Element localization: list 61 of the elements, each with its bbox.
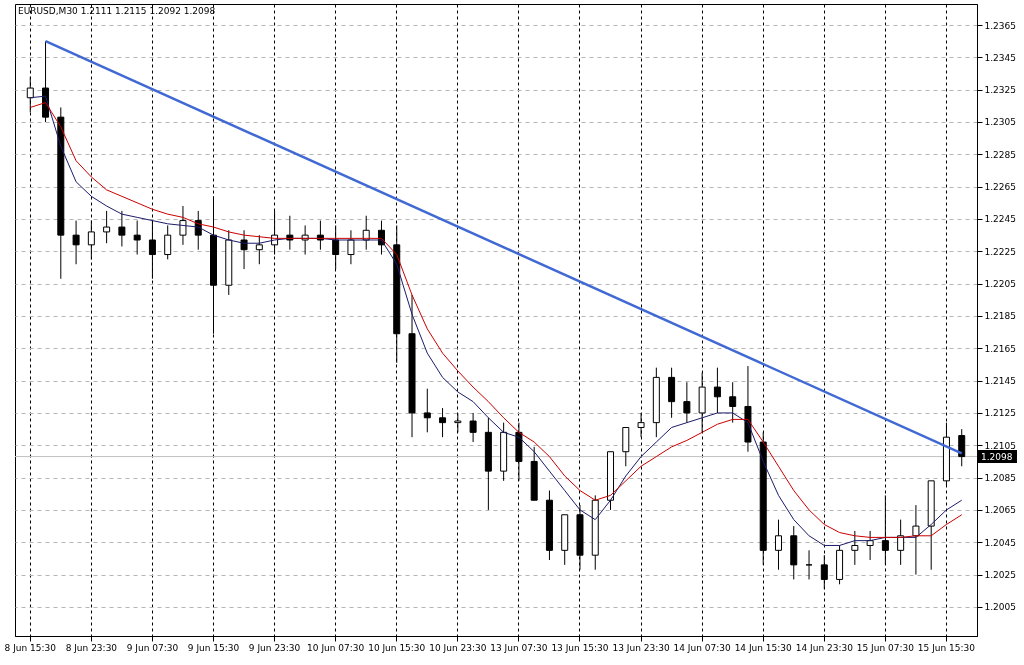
candlestick (713, 367, 721, 414)
y-tick-label: 1.2005 (984, 602, 1016, 613)
candlestick (240, 229, 248, 270)
y-tick-label: 1.2045 (984, 537, 1016, 548)
y-tick-label: 1.2125 (984, 408, 1016, 419)
x-tick-label: 9 Jun 07:30 (126, 642, 179, 653)
y-tick-label: 1.2325 (984, 85, 1016, 96)
candlestick (912, 504, 920, 576)
x-tick-label: 14 Jun 15:30 (734, 642, 793, 653)
x-tick-label: 14 Jun 23:30 (795, 642, 854, 653)
candlestick (774, 519, 782, 571)
candlestick (729, 381, 737, 424)
y-tick-label: 1.2225 (984, 246, 1016, 257)
candlestick (683, 381, 691, 424)
candlestick (439, 407, 447, 438)
x-tick-label: 10 Jun 23:30 (429, 642, 487, 653)
x-tick-label: 14 Jun 07:30 (673, 642, 731, 653)
chart-title: EURUSD,M30 1.2111 1.2115 1.2092 1.2098 (18, 6, 216, 16)
candlestick (423, 388, 431, 433)
candlestick (118, 210, 126, 247)
y-tick-label: 1.2205 (984, 279, 1016, 290)
candlestick (897, 519, 905, 566)
candlestick (179, 205, 187, 246)
x-tick-label: 15 Jun 15:30 (917, 642, 976, 653)
x-tick-label: 13 Jun 07:30 (490, 642, 548, 653)
candlestick (164, 224, 172, 260)
candlestick (286, 215, 294, 251)
x-tick-label: 9 Jun 23:30 (248, 642, 301, 653)
y-tick-label: 1.2065 (984, 505, 1016, 516)
x-tick-label: 10 Jun 15:30 (368, 642, 426, 653)
y-tick-label: 1.2025 (984, 570, 1016, 581)
candlestick (103, 210, 111, 244)
y-tick-label: 1.2165 (984, 343, 1016, 354)
candlestick (958, 428, 966, 467)
y-tick-label: 1.2365 (984, 20, 1016, 31)
x-tick-label: 13 Jun 23:30 (612, 642, 670, 653)
x-tick-label: 10 Jun 07:30 (307, 642, 365, 653)
y-tick-label: 1.2145 (984, 376, 1016, 387)
x-tick-label: 8 Jun 23:30 (65, 642, 118, 653)
candlestick (469, 412, 477, 443)
candlestick (133, 220, 141, 256)
y-tick-label: 1.2285 (984, 149, 1016, 160)
y-tick-label: 1.2245 (984, 214, 1016, 225)
y-tick-label: 1.2265 (984, 182, 1016, 193)
y-tick-label: 1.2345 (984, 52, 1016, 63)
y-tick-label: 1.2105 (984, 440, 1016, 451)
y-tick-label: 1.2085 (984, 473, 1016, 484)
x-tick-label: 8 Jun 15:30 (4, 642, 57, 653)
ref-line-label: 1.2098 (981, 451, 1013, 462)
y-tick-label: 1.2305 (984, 117, 1016, 128)
x-tick-label: 9 Jun 15:30 (187, 642, 240, 653)
candlestick (805, 549, 813, 580)
candlestick (347, 229, 355, 265)
y-tick-label: 1.2185 (984, 311, 1016, 322)
x-tick-label: 15 Jun 07:30 (856, 642, 915, 653)
x-tick-label: 13 Jun 15:30 (551, 642, 609, 653)
candlestick (255, 234, 263, 265)
candlestick (866, 530, 874, 561)
candlestick (72, 220, 80, 265)
candlestick (851, 530, 859, 566)
candlestick (148, 220, 156, 280)
